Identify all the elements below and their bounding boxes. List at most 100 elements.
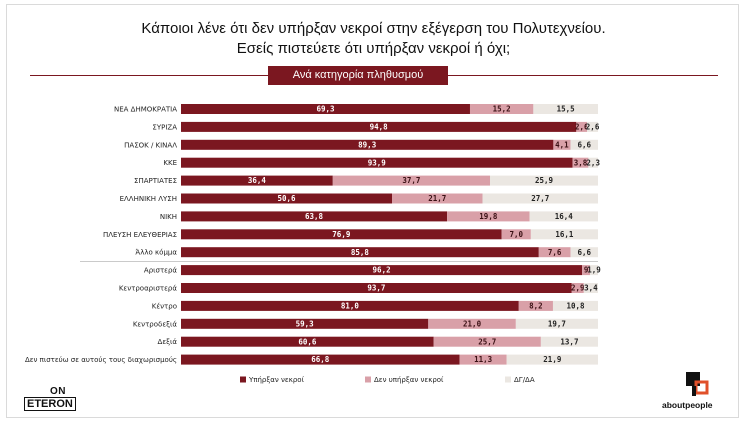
bar-segment xyxy=(332,175,490,186)
legend-swatch xyxy=(365,376,371,383)
bar-segment xyxy=(181,247,539,258)
value-label: 10,8 xyxy=(566,302,585,311)
value-label: 16,4 xyxy=(555,212,574,221)
value-label: 1,9 xyxy=(587,266,601,275)
value-label: 2,6 xyxy=(586,123,600,132)
bar-segment xyxy=(181,104,470,114)
category-label: ΝΙΚΗ xyxy=(160,213,177,221)
value-label: 66,8 xyxy=(311,355,330,364)
value-label: 19,7 xyxy=(548,319,566,328)
bar-segment xyxy=(392,193,483,204)
value-label: 76,9 xyxy=(332,230,351,239)
category-label: Κέντρο xyxy=(152,302,177,310)
category-label: Αριστερά xyxy=(144,267,177,275)
bar-segment xyxy=(181,265,583,276)
category-label: Δεν πιστεύω σε αυτούς τους διαχωρισμούς xyxy=(25,356,177,364)
value-label: 21,0 xyxy=(463,319,482,328)
chart-title-line1: Κάποιοι λένε ότι δεν υπήρξαν νεκροί στην… xyxy=(141,20,606,37)
value-label: 25,7 xyxy=(478,337,496,346)
value-label: 50,6 xyxy=(277,194,296,203)
bar-segment xyxy=(181,193,392,204)
bar-segment xyxy=(469,104,534,114)
value-label: 8,2 xyxy=(529,302,543,311)
value-label: 60,6 xyxy=(298,337,317,346)
bar-segment xyxy=(518,300,553,311)
value-label: 96,2 xyxy=(373,266,391,275)
bar-segment xyxy=(530,229,598,240)
value-label: 15,2 xyxy=(493,105,511,114)
bar-segment xyxy=(501,229,531,240)
category-label: Κεντροδεξιά xyxy=(133,320,178,328)
value-label: 2,6 xyxy=(575,123,589,132)
bar-segment xyxy=(571,283,584,293)
bar-segment xyxy=(459,354,507,365)
legend-label: ΔΓ/ΔΑ xyxy=(514,376,535,384)
chart-title-line2: Εσείς πιστεύετε ότι υπήρξαν νεκροί ή όχι… xyxy=(236,40,511,57)
bar-segment xyxy=(181,211,448,222)
value-label: 16,1 xyxy=(555,230,574,239)
value-label: 69,3 xyxy=(316,105,335,114)
bar-segment xyxy=(590,265,598,276)
chart-subtitle: Ανά κατηγορία πληθυσμού xyxy=(268,66,448,85)
category-label: ΣΠΑΡΤΙΑΤΕΣ xyxy=(134,177,177,185)
value-label: 9 xyxy=(584,266,589,275)
bar-segment xyxy=(587,121,598,132)
aboutpeople-logo-text: aboutpeople xyxy=(662,400,713,410)
legend-swatch xyxy=(505,376,511,383)
bar-segment xyxy=(181,300,519,311)
value-label: 6,6 xyxy=(577,140,591,149)
category-label: Κεντροαριστερά xyxy=(119,285,178,293)
bar-segment xyxy=(540,336,598,347)
bar-segment xyxy=(181,354,460,365)
bar-segment xyxy=(533,104,599,114)
value-label: 7,6 xyxy=(548,248,562,257)
bar-segment xyxy=(588,157,598,168)
bar-segment xyxy=(570,139,598,150)
value-label: 3,8 xyxy=(574,158,588,167)
bar-segment xyxy=(181,139,554,150)
value-label: 94,8 xyxy=(370,123,389,132)
value-label: 89,3 xyxy=(358,140,377,149)
legend-label: Υπήρξαν νεκροί xyxy=(248,376,305,384)
bar-segment xyxy=(181,283,572,293)
category-label: ΠΛΕΥΣΗ ΕΛΕΥΘΕΡΙΑΣ xyxy=(103,231,177,239)
value-label: 81,0 xyxy=(341,302,360,311)
value-label: 11,3 xyxy=(474,355,493,364)
bar-segment xyxy=(447,211,530,222)
value-label: 93,7 xyxy=(367,284,385,293)
category-label: ΕΛΛΗΝΙΚΗ ΛΥΣΗ xyxy=(120,195,177,203)
value-label: 25,9 xyxy=(535,176,554,185)
category-label: ΝΕΑ ΔΗΜΟΚΡΑΤΙΑ xyxy=(114,106,177,114)
value-label: 15,5 xyxy=(557,105,575,114)
bar-segment xyxy=(582,265,591,276)
value-label: 36,4 xyxy=(248,176,267,185)
bar-segment xyxy=(570,247,598,258)
bar-segment xyxy=(538,247,571,258)
aboutpeople-logo: aboutpeople xyxy=(662,370,722,414)
category-label: Άλλο κόμμα xyxy=(135,249,177,257)
bar-segment xyxy=(181,121,577,132)
value-label: 4,1 xyxy=(555,140,569,149)
value-label: 27,7 xyxy=(531,194,549,203)
value-label: 59,3 xyxy=(296,319,315,328)
legend-label: Δεν υπήρξαν νεκροί xyxy=(374,376,444,384)
category-label: ΣΥΡΙΖΑ xyxy=(152,123,177,131)
category-label: Δεξιά xyxy=(158,338,178,346)
eteron-logo-on: ON xyxy=(50,386,66,397)
bar-segment xyxy=(482,193,598,204)
bar-segment xyxy=(181,318,429,329)
category-label: ΠΑΣΟΚ / ΚΙΝΑΛ xyxy=(124,141,177,149)
bar-segment xyxy=(552,300,598,311)
bar-segment xyxy=(490,175,598,186)
bar-segment xyxy=(572,157,589,168)
value-label: 85,8 xyxy=(351,248,370,257)
aboutpeople-logo-icon xyxy=(686,372,709,396)
value-label: 63,8 xyxy=(305,212,324,221)
category-label: ΚΚΕ xyxy=(163,159,177,167)
bar-segment xyxy=(515,318,598,329)
value-label: 7,0 xyxy=(509,230,523,239)
bar-segment xyxy=(529,211,598,222)
bar-segment xyxy=(553,139,571,150)
bar-segment xyxy=(181,175,333,186)
